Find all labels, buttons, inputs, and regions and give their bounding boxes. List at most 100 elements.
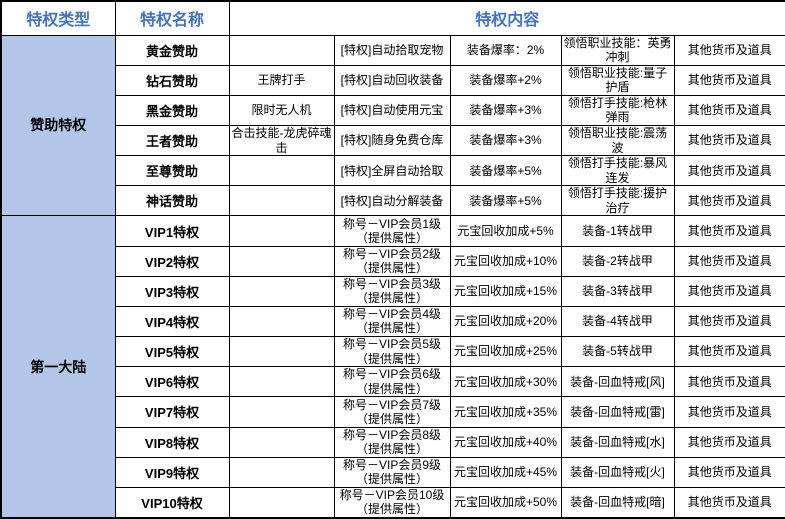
- content-cell: 其他货币及道具: [673, 124, 785, 157]
- content-cell: 称号－VIP会员8级（提供属性）: [333, 426, 451, 458]
- content-cell: 装备爆率+5%: [449, 155, 562, 187]
- content-cell: [228, 185, 335, 217]
- content-cell: 合击技能-龙虎碎魂击: [228, 124, 335, 157]
- content-cell: 其他货币及道具: [673, 396, 785, 428]
- table-row: 至尊赞助 [特权]全屏自动拾取 装备爆率+5% 领悟打手技能:暴风连发 其他货币及道具: [1, 155, 785, 187]
- content-cell: [228, 336, 335, 368]
- table-body: 赞助特权 黄金赞助 [特权]自动拾取宠物 装备爆率：2% 领悟职业技能：英勇冲刺 其他货币…: [0, 34, 785, 519]
- content-cell: 其他货币及道具: [673, 336, 785, 368]
- privilege-name-cell: VIP5特权: [114, 336, 230, 368]
- content-cell: 装备-回血特戒[暗]: [560, 486, 675, 519]
- content-cell: 元宝回收加成+40%: [449, 426, 562, 458]
- content-cell: 装备-3转战甲: [560, 275, 675, 307]
- content-cell: 元宝回收加成+10%: [449, 245, 562, 277]
- table-row: VIP5特权 称号－VIP会员5级（提供属性） 元宝回收加成+25% 装备-5转战甲其…: [1, 336, 785, 368]
- table-row: 钻石赞助 王牌打手 [特权]自动回收装备 装备爆率+2% 领悟职业技能:量子护盾 其他货币…: [1, 64, 785, 96]
- content-cell: [228, 426, 335, 458]
- privilege-name-cell: VIP10特权: [114, 486, 230, 519]
- content-cell: 装备-回血特戒[雷]: [560, 396, 675, 428]
- content-cell: 元宝回收加成+15%: [449, 275, 562, 307]
- content-cell: [特权]全屏自动拾取: [333, 155, 451, 187]
- content-cell: 称号－VIP会员2级（提供属性）: [333, 245, 451, 277]
- table-row: 神话赞助 [特权]自动分解装备 装备爆率+5% 领悟打手技能:援护治疗 其他货币及道具: [1, 185, 785, 217]
- privilege-name-cell: 黄金赞助: [114, 34, 230, 66]
- content-cell: 其他货币及道具: [673, 426, 785, 458]
- privilege-name-cell: VIP9特权: [114, 456, 230, 488]
- content-cell: 装备爆率+2%: [449, 64, 562, 96]
- content-cell: 元宝回收加成+30%: [449, 366, 562, 398]
- content-cell: 领悟职业技能：英勇冲刺: [560, 34, 675, 66]
- content-cell: 装备-回血特戒[风]: [560, 366, 675, 398]
- table-row: 第一大陆 VIP1特权 称号－VIP会员1级（提供属性） 元宝回收加成+5% 装备-1转…: [0, 215, 785, 519]
- content-cell: 装备-5转战甲: [560, 336, 675, 368]
- content-cell: 装备-回血特戒[水]: [560, 426, 675, 458]
- content-cell: [特权]随身免费仓库: [333, 124, 451, 157]
- content-cell: 称号－VIP会员7级（提供属性）: [333, 396, 451, 428]
- content-cell: 装备-4转战甲: [560, 305, 675, 338]
- content-cell: 其他货币及道具: [673, 215, 785, 247]
- content-cell: 装备爆率+3%: [449, 124, 562, 157]
- content-cell: 称号－VIP会员10级（提供属性）: [333, 486, 451, 519]
- content-cell: 其他货币及道具: [673, 456, 785, 488]
- content-cell: [228, 34, 335, 66]
- table-row: VIP6特权 称号－VIP会员6级（提供属性） 元宝回收加成+30% 装备-回血特戒[…: [1, 366, 785, 398]
- content-cell: 其他货币及道具: [673, 94, 785, 126]
- table-row: VIP4特权 称号－VIP会员4级（提供属性） 元宝回收加成+20% 装备-4转战甲其…: [1, 305, 785, 338]
- content-cell: 称号－VIP会员9级（提供属性）: [333, 456, 451, 488]
- content-cell: 元宝回收加成+25%: [449, 336, 562, 368]
- privilege-name-cell: 王者赞助: [114, 124, 230, 157]
- content-cell: 装备-1转战甲: [560, 215, 675, 247]
- content-cell: 其他货币及道具: [673, 245, 785, 277]
- content-cell: 称号－VIP会员3级（提供属性）: [333, 275, 451, 307]
- content-cell: 王牌打手: [228, 64, 335, 96]
- group-label-cell: 赞助特权: [0, 34, 116, 217]
- content-cell: [228, 155, 335, 187]
- content-cell: [特权]自动使用元宝: [333, 94, 451, 126]
- content-cell: [228, 486, 335, 519]
- table-row: VIP8特权 称号－VIP会员8级（提供属性） 元宝回收加成+40% 装备-回血特戒[…: [1, 426, 785, 458]
- table-row: VIP9特权 称号－VIP会员9级（提供属性） 元宝回收加成+45% 装备-回血特戒[…: [1, 456, 785, 488]
- header-row: 特权类型 特权名称 特权内容: [0, 0, 785, 36]
- content-cell: 其他货币及道具: [673, 64, 785, 96]
- table-row: VIP2特权 称号－VIP会员2级（提供属性） 元宝回收加成+10% 装备-2转战甲其…: [1, 245, 785, 277]
- privilege-name-cell: VIP2特权: [114, 245, 230, 277]
- content-cell: 称号－VIP会员1级（提供属性）: [333, 215, 451, 247]
- content-cell: 装备-2转战甲: [560, 245, 675, 277]
- content-cell: 领悟打手技能:暴风连发: [560, 155, 675, 187]
- privilege-name-cell: VIP8特权: [114, 426, 230, 458]
- privilege-name-cell: VIP6特权: [114, 366, 230, 398]
- table-row: VIP10特权 称号－VIP会员10级（提供属性） 元宝回收加成+50% 装备-回血特…: [1, 486, 785, 519]
- table-row: 王者赞助 合击技能-龙虎碎魂击 [特权]随身免费仓库 装备爆率+3% 领悟职业技能:震荡…: [1, 124, 785, 157]
- privilege-name-cell: VIP3特权: [114, 275, 230, 307]
- table-row: 黑金赞助 限时无人机 [特权]自动使用元宝 装备爆率+3% 领悟打手技能:枪林弹雨 其他货…: [1, 94, 785, 126]
- content-cell: 元宝回收加成+20%: [449, 305, 562, 338]
- content-cell: [228, 396, 335, 428]
- content-cell: 其他货币及道具: [673, 305, 785, 338]
- content-cell: 装备爆率+5%: [449, 185, 562, 217]
- content-cell: 装备爆率+3%: [449, 94, 562, 126]
- content-cell: 元宝回收加成+50%: [449, 486, 562, 519]
- content-cell: 领悟职业技能:震荡波: [560, 124, 675, 157]
- privilege-name-cell: 神话赞助: [114, 185, 230, 217]
- header-privilege-name: 特权名称: [114, 0, 230, 36]
- content-cell: 称号－VIP会员5级（提供属性）: [333, 336, 451, 368]
- content-cell: [228, 366, 335, 398]
- content-cell: 其他货币及道具: [673, 185, 785, 217]
- content-cell: 其他货币及道具: [673, 155, 785, 187]
- content-cell: 领悟职业技能:量子护盾: [560, 64, 675, 96]
- privilege-name-cell: VIP1特权: [114, 215, 230, 247]
- group-label-cell: 第一大陆: [0, 215, 116, 519]
- table-row: 赞助特权 黄金赞助 [特权]自动拾取宠物 装备爆率：2% 领悟职业技能：英勇冲刺 其他货币…: [0, 34, 785, 217]
- content-cell: 其他货币及道具: [673, 366, 785, 398]
- privilege-name-cell: 至尊赞助: [114, 155, 230, 187]
- content-cell: 称号－VIP会员4级（提供属性）: [333, 305, 451, 338]
- table-row: VIP7特权 称号－VIP会员7级（提供属性） 元宝回收加成+35% 装备-回血特戒[…: [1, 396, 785, 428]
- content-cell: [228, 456, 335, 488]
- content-cell: 其他货币及道具: [673, 275, 785, 307]
- content-cell: [228, 305, 335, 338]
- content-cell: 称号－VIP会员6级（提供属性）: [333, 366, 451, 398]
- privilege-name-cell: 钻石赞助: [114, 64, 230, 96]
- content-cell: 限时无人机: [228, 94, 335, 126]
- content-cell: 装备爆率：2%: [449, 34, 562, 66]
